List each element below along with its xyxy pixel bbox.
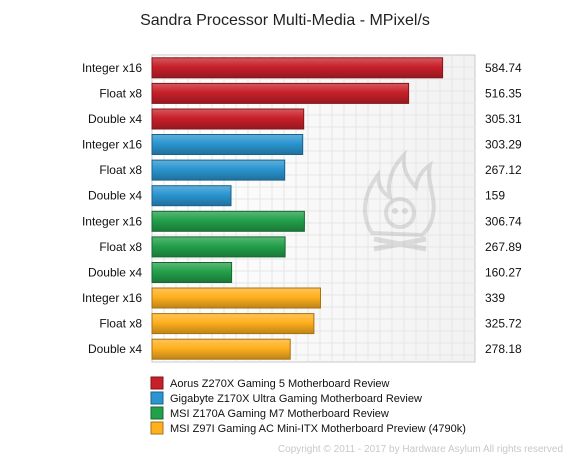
legend-label: MSI Z97I Gaming AC Mini-ITX Motherboard … [170,423,466,435]
category-labels: Integer x16 Float x8 Double x4 Integer x16 F… [82,61,142,356]
value-label: 267.12 [485,163,522,177]
bar [151,236,286,258]
category-label: Integer x16 [82,214,142,228]
plot-area [151,54,476,363]
category-label: Integer x16 [82,61,142,75]
category-label: Float x8 [99,86,142,100]
category-label: Float x8 [99,317,142,331]
category-label: Integer x16 [82,138,142,152]
chart-title: Sandra Processor Multi-Media - MPixel/s [140,12,430,29]
bar [151,313,315,335]
bars [151,57,444,360]
bar [151,287,321,309]
value-label: 159 [485,189,505,203]
value-label: 325.72 [485,317,522,331]
category-label: Double x4 [88,342,142,356]
category-label: Double x4 [88,112,142,126]
copyright-text: Copyright © 2011 - 2017 by Hardware Asyl… [278,444,563,455]
flame-skull-icon [362,149,436,252]
category-label: Double x4 [88,189,142,203]
category-label: Double x4 [88,266,142,280]
bar [151,57,444,79]
bar [151,108,305,130]
value-label: 584.74 [485,61,522,75]
grid [152,55,475,362]
value-label: 303.29 [485,138,522,152]
legend-swatch [150,406,164,420]
legend-label: Gigabyte Z170X Ultra Gaming Motherboard … [170,393,422,405]
bar [151,210,305,232]
value-label: 267.89 [485,240,522,254]
bar [151,262,233,283]
category-label: Integer x16 [82,291,142,305]
value-label: 339 [485,291,505,305]
bar [151,159,286,181]
category-label: Float x8 [99,240,142,254]
legend-swatch [150,421,164,435]
value-label: 278.18 [485,342,522,356]
value-label: 516.35 [485,86,522,100]
category-label: Float x8 [99,163,142,177]
legend: Aorus Z270X Gaming 5 Motherboard Review G… [150,376,466,435]
value-label: 305.31 [485,112,522,126]
bar [151,185,232,207]
legend-label: Aorus Z270X Gaming 5 Motherboard Review [170,378,390,390]
legend-swatch [150,376,164,390]
value-label: 306.74 [485,214,522,228]
bar [151,134,304,155]
bar [151,338,291,360]
bar [151,82,410,104]
value-label: 160.27 [485,266,522,280]
legend-swatch [150,391,164,405]
legend-label: MSI Z170A Gaming M7 Motherboard Review [170,408,389,420]
value-labels: 584.74 516.35 305.31 303.29 267.12 159 306.74 2… [485,61,522,356]
